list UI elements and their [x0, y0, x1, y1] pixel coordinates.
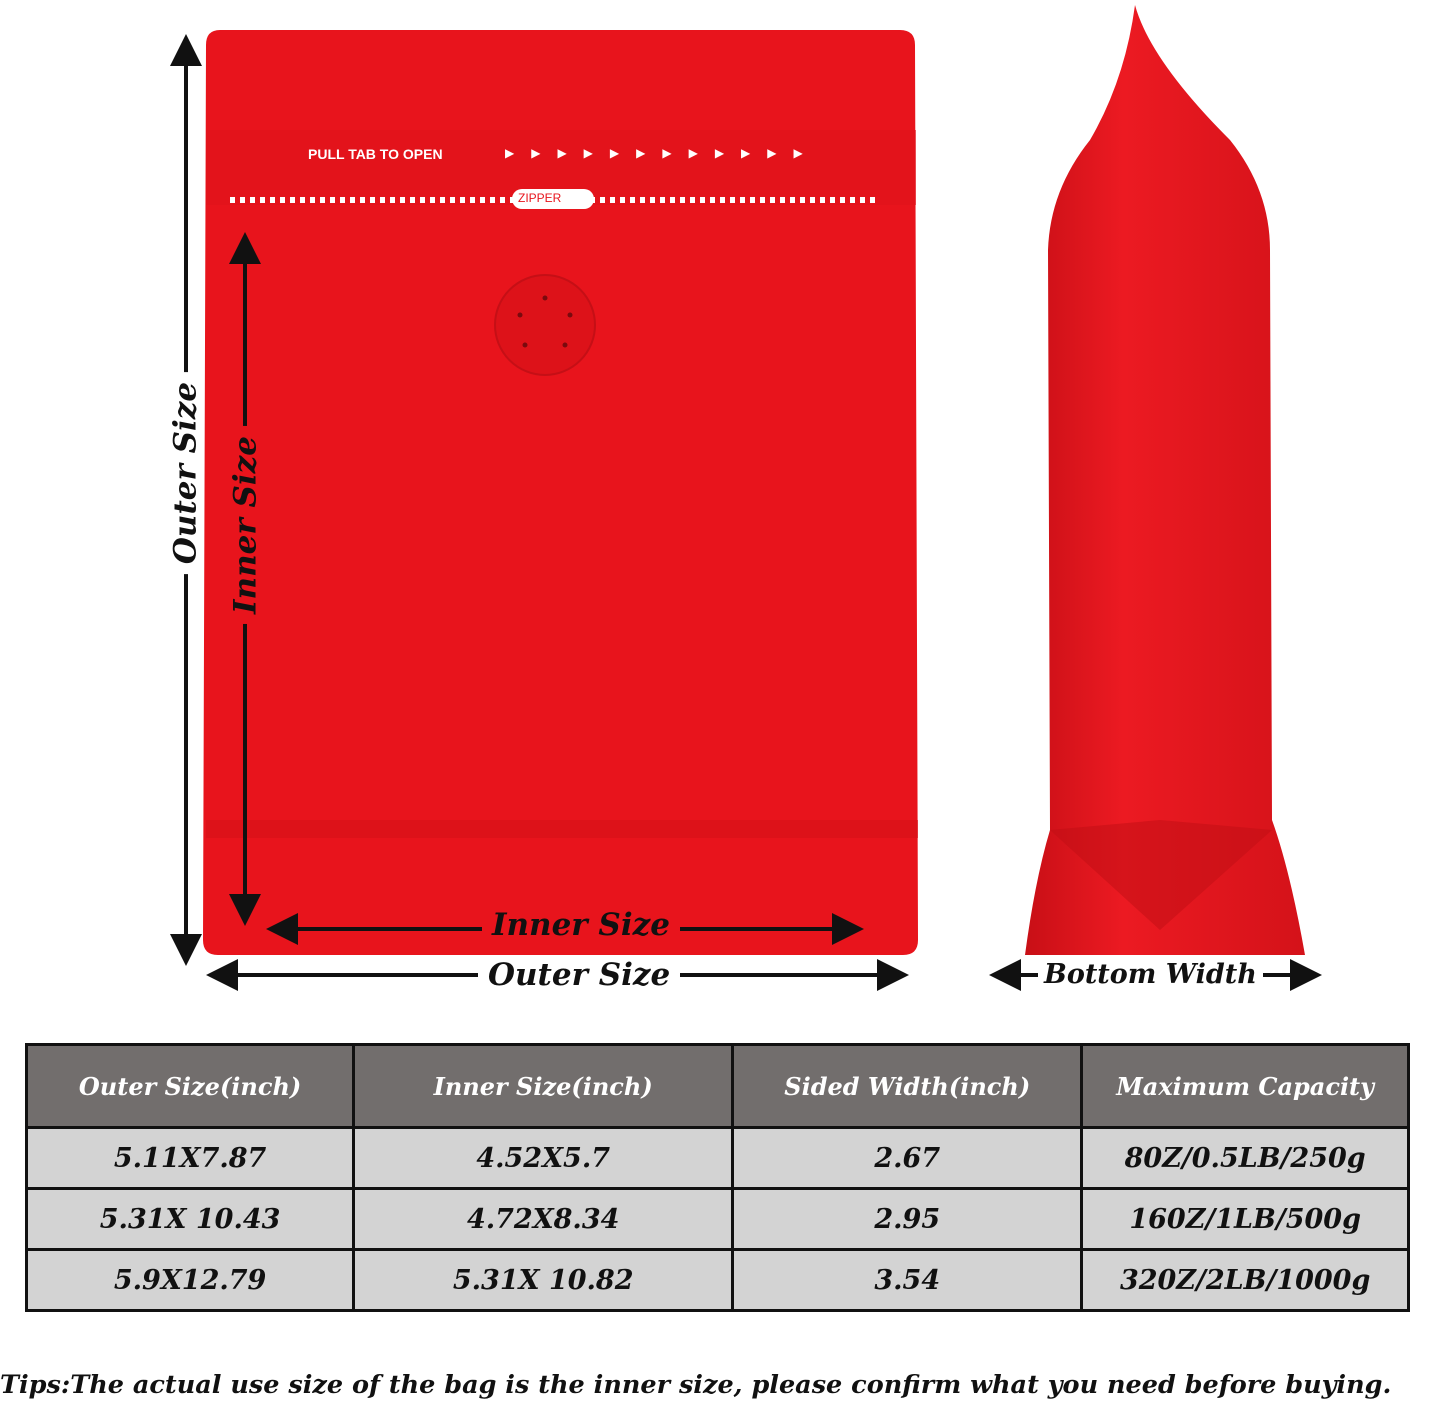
outer-size-horizontal-label: Outer Size — [478, 960, 681, 991]
cell: 320Z/2LB/1000g — [1080, 1248, 1410, 1312]
size-table: Outer Size(inch) Inner Size(inch) Sided … — [24, 1043, 1410, 1312]
cell: 160Z/1LB/500g — [1080, 1187, 1410, 1251]
bag-illustration — [170, 5, 1322, 991]
side-bag — [1025, 5, 1305, 955]
cell: 4.52X5.7 — [352, 1126, 735, 1190]
cell: 5.31X 10.82 — [352, 1248, 735, 1312]
cell: 5.9X12.79 — [24, 1248, 356, 1312]
bottom-width-label: Bottom Width — [1038, 961, 1263, 988]
inner-size-vertical-label: Inner Size — [228, 426, 264, 624]
degassing-valve — [494, 274, 596, 376]
cell: 80Z/0.5LB/250g — [1080, 1126, 1410, 1190]
pull-tab-text: PULL TAB TO OPEN — [308, 146, 443, 162]
header-inner-size: Inner Size(inch) — [352, 1043, 735, 1129]
zipper-label: ZIPPER — [518, 191, 562, 205]
outer-size-vertical-label: Outer Size — [168, 371, 204, 575]
inner-size-horizontal-label: Inner Size — [482, 910, 680, 941]
table-row: 5.9X12.79 5.31X 10.82 3.54 320Z/2LB/1000… — [24, 1248, 1410, 1312]
arrow-indicators: ▶▶▶▶▶▶▶▶▶▶▶▶ — [505, 146, 820, 160]
cell: 2.67 — [731, 1126, 1084, 1190]
cell: 4.72X8.34 — [352, 1187, 735, 1251]
table-row: 5.31X 10.43 4.72X8.34 2.95 160Z/1LB/500g — [24, 1187, 1410, 1251]
cell: 2.95 — [731, 1187, 1084, 1251]
header-sided-width: Sided Width(inch) — [731, 1043, 1084, 1129]
front-bag — [203, 30, 918, 955]
header-outer-size: Outer Size(inch) — [24, 1043, 356, 1129]
tips-text: Tips:The actual use size of the bag is t… — [0, 1370, 1392, 1400]
header-max-capacity: Maximum Capacity — [1080, 1043, 1410, 1129]
cell: 5.31X 10.43 — [24, 1187, 356, 1251]
cell: 3.54 — [731, 1248, 1084, 1312]
table-row: 5.11X7.87 4.52X5.7 2.67 80Z/0.5LB/250g — [24, 1126, 1410, 1190]
table-header-row: Outer Size(inch) Inner Size(inch) Sided … — [24, 1043, 1410, 1129]
cell: 5.11X7.87 — [24, 1126, 356, 1190]
